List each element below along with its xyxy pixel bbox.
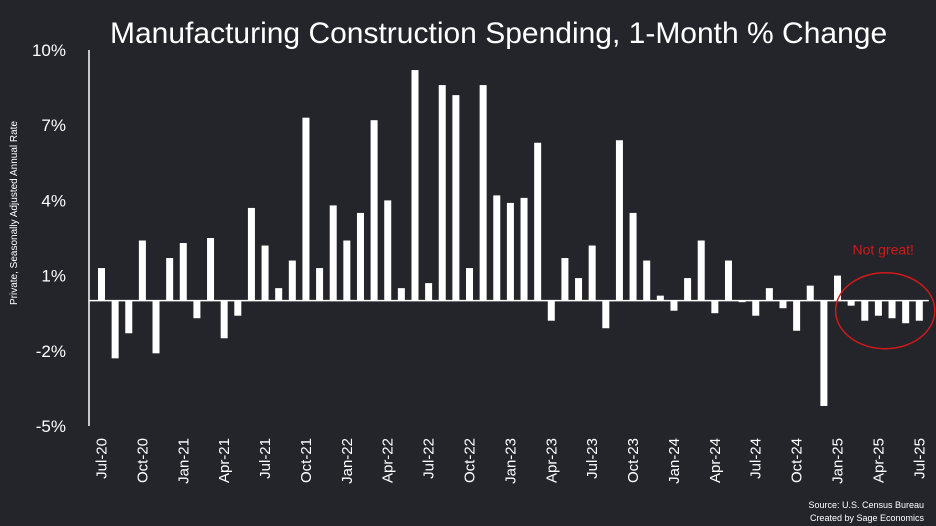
y-tick-label: 7%: [41, 116, 66, 135]
bar-series: [98, 70, 923, 406]
y-tick-label: 10%: [32, 41, 66, 60]
x-tick-label: Apr-22: [380, 438, 397, 483]
bar: [479, 85, 487, 301]
x-tick-label: Oct-22: [462, 438, 479, 483]
bar: [575, 278, 583, 301]
bar: [138, 240, 146, 301]
bar: [425, 283, 433, 301]
bar: [615, 140, 623, 301]
x-axis-ticks: Jul-20 Oct-20 Jan-21 Apr-21 Jul-21 Oct-21 Jan-…: [94, 438, 929, 484]
bar: [152, 300, 160, 354]
x-tick-label: Apr-21: [216, 438, 233, 483]
bar: [779, 300, 787, 309]
bar: [384, 200, 392, 301]
x-tick-label: Jul-22: [421, 438, 438, 479]
bar: [861, 300, 869, 321]
bar: [343, 240, 351, 301]
bar: [234, 300, 242, 316]
bar: [179, 243, 187, 301]
bar: [561, 258, 569, 301]
bar: [629, 212, 637, 301]
chart-title: Manufacturing Construction Spending, 1-M…: [110, 17, 887, 50]
bar: [656, 295, 664, 301]
bar: [261, 245, 269, 301]
bar: [288, 260, 296, 301]
bar: [247, 207, 255, 301]
source-line-2: Created by Sage Economics: [810, 513, 925, 523]
bar: [724, 260, 732, 301]
bar: [752, 300, 760, 316]
y-tick-label: -5%: [36, 417, 66, 436]
source-line-1: Source: U.S. Census Bureau: [808, 500, 924, 510]
x-tick-label: Apr-25: [870, 438, 887, 483]
bar: [356, 212, 364, 301]
x-tick-label: Jul-25: [911, 438, 928, 479]
bar: [902, 300, 910, 324]
bar: [452, 95, 460, 301]
bar: [834, 275, 842, 301]
bar: [847, 300, 855, 306]
y-axis-label: Private, Seasonally Adjusted Annual Rate: [9, 121, 20, 305]
bar: [98, 268, 105, 301]
x-tick-label: Jan-21: [175, 438, 192, 484]
bar: [411, 70, 419, 301]
y-tick-label: -2%: [36, 342, 66, 361]
bar: [534, 142, 542, 301]
bar: [793, 300, 801, 331]
bar: [547, 300, 555, 321]
annotation-label: Not great!: [852, 242, 913, 258]
bar: [397, 288, 405, 301]
y-axis-ticks: 10% 7% 4% 1% -2% -5%: [32, 41, 66, 436]
x-tick-label: Apr-24: [707, 438, 724, 483]
bar: [275, 288, 283, 301]
bar: [438, 85, 446, 301]
bar: [466, 268, 474, 301]
x-tick-label: Jul-23: [584, 438, 601, 479]
bar: [302, 117, 310, 301]
bar: [370, 120, 378, 301]
bar: [643, 260, 651, 301]
bar: [684, 278, 692, 301]
x-tick-label: Jul-20: [94, 438, 111, 479]
bar: [506, 202, 514, 301]
bar: [520, 197, 528, 301]
y-tick-label: 1%: [41, 267, 66, 286]
x-tick-label: Jul-24: [748, 438, 765, 479]
y-tick-label: 4%: [41, 191, 66, 210]
bar: [670, 300, 678, 311]
x-tick-label: Oct-24: [789, 438, 806, 483]
bar: [588, 245, 596, 301]
bar: [765, 288, 773, 301]
x-tick-label: Jan-24: [666, 438, 683, 484]
x-tick-label: Oct-20: [134, 438, 151, 483]
bar: [738, 300, 746, 303]
x-tick-label: Oct-23: [625, 438, 642, 483]
x-tick-label: Jul-21: [257, 438, 274, 479]
bar: [125, 300, 133, 334]
bar: [602, 300, 610, 329]
bar: [207, 238, 215, 301]
x-tick-label: Apr-23: [543, 438, 560, 483]
bar: [806, 285, 814, 301]
bar: [697, 240, 705, 301]
annotation-circle: [834, 271, 936, 350]
bar: [166, 258, 174, 301]
bar: [820, 300, 828, 406]
bar: [493, 195, 501, 301]
bar: [193, 300, 201, 319]
x-tick-label: Jan-23: [502, 438, 519, 484]
bar: [111, 300, 119, 359]
bar: [874, 300, 882, 316]
bar: [329, 205, 337, 301]
x-tick-label: Oct-21: [298, 438, 315, 483]
bar: [316, 268, 324, 301]
x-tick-label: Jan-22: [339, 438, 356, 484]
bar: [220, 300, 228, 339]
bar: [915, 300, 923, 321]
bar: [711, 300, 719, 314]
x-tick-label: Jan-25: [830, 438, 847, 484]
bar: [888, 300, 896, 319]
